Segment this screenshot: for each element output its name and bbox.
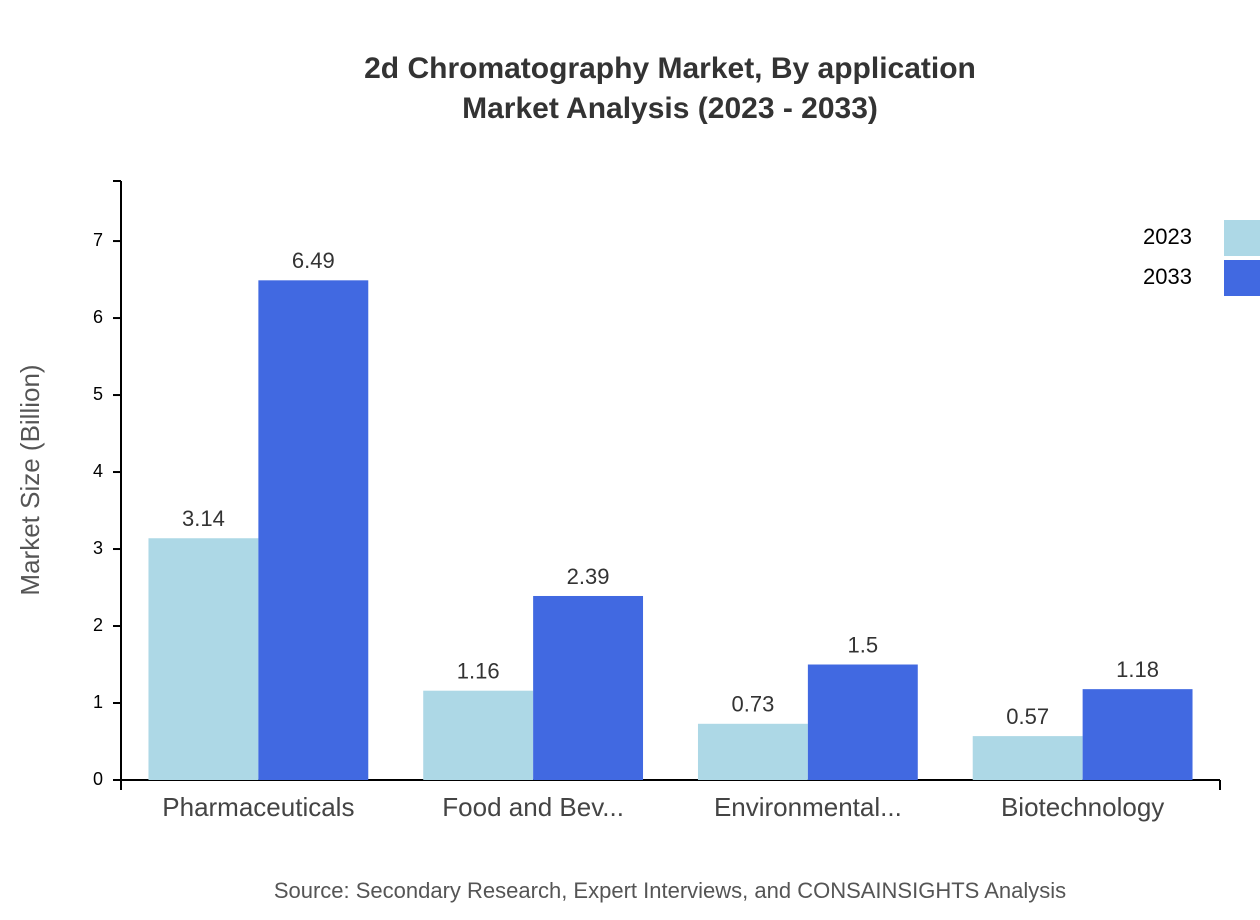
y-tick-label: 1 [93, 692, 103, 712]
legend-label: 2023 [1143, 224, 1192, 249]
x-tick-label: Environmental... [714, 792, 902, 822]
value-label: 6.49 [292, 248, 335, 273]
y-tick-label: 2 [93, 615, 103, 635]
bar [148, 538, 259, 780]
legend-swatch [1224, 260, 1260, 296]
chart-title: 2d Chromatography Market, By application [364, 52, 976, 85]
y-tick-label: 6 [93, 307, 103, 327]
bar [972, 736, 1083, 780]
bar [1082, 689, 1193, 780]
bar [423, 690, 534, 780]
y-tick-label: 5 [93, 384, 103, 404]
y-tick-label: 3 [93, 538, 103, 558]
x-tick-label: Food and Bev... [442, 792, 624, 822]
x-tick-label: Pharmaceuticals [162, 792, 354, 822]
value-label: 2.39 [567, 564, 610, 589]
value-label: 3.14 [182, 506, 225, 531]
value-label: 1.5 [848, 632, 879, 657]
value-label: 1.16 [457, 659, 500, 684]
value-label: 0.73 [732, 692, 775, 717]
y-tick-label: 4 [93, 461, 103, 481]
value-label: 0.57 [1006, 704, 1049, 729]
value-label: 1.18 [1116, 657, 1159, 682]
chart-subtitle: Market Analysis (2023 - 2033) [462, 92, 878, 125]
bar [807, 664, 918, 780]
source-note: Source: Secondary Research, Expert Inter… [274, 878, 1066, 903]
bar [533, 595, 644, 780]
bar [258, 280, 369, 780]
y-tick-label: 7 [93, 230, 103, 250]
x-tick-label: Biotechnology [1001, 792, 1164, 822]
bar [697, 723, 808, 780]
legend-swatch [1224, 220, 1260, 256]
legend-label: 2033 [1143, 264, 1192, 289]
y-axis-label: Market Size (Billion) [15, 364, 45, 595]
y-tick-label: 0 [93, 769, 103, 789]
